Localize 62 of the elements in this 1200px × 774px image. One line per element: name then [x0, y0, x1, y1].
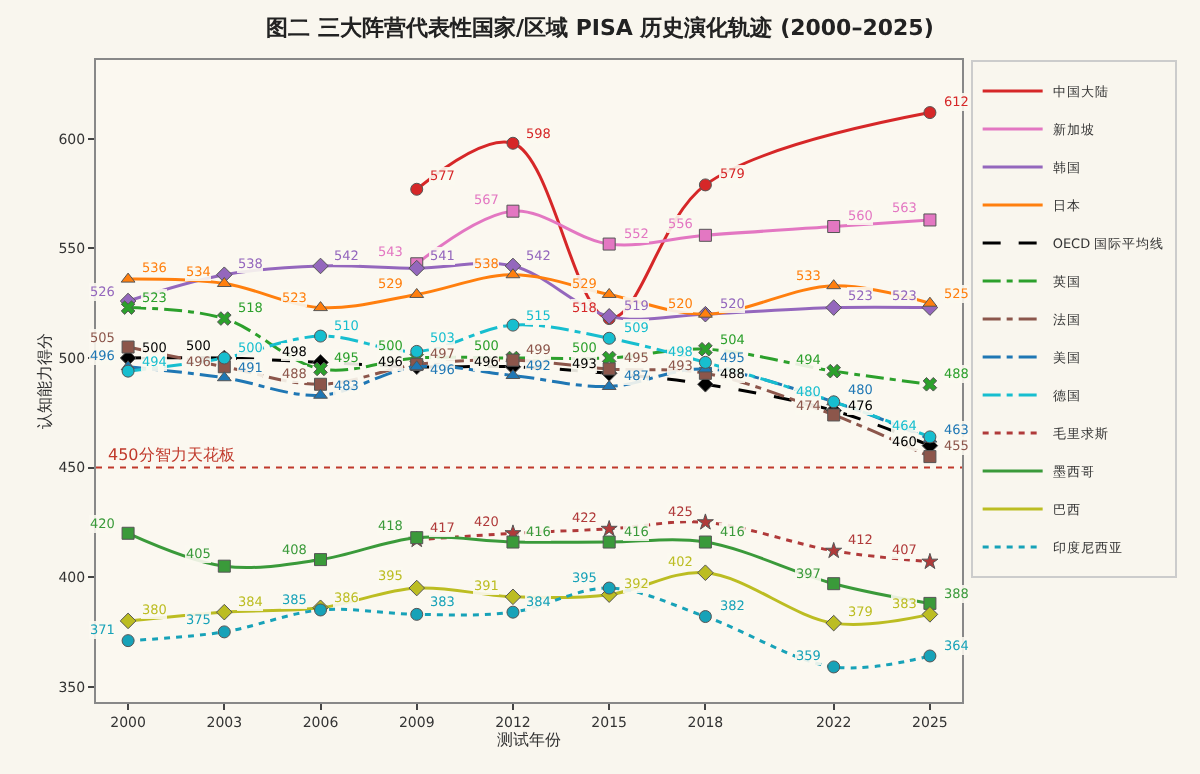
point [217, 559, 231, 573]
point [506, 204, 520, 218]
point [121, 364, 135, 378]
point [825, 614, 842, 632]
point [827, 577, 841, 591]
point [698, 535, 712, 549]
point [217, 625, 231, 639]
point [923, 213, 937, 227]
point [698, 355, 712, 369]
point [506, 318, 520, 332]
point [696, 513, 714, 530]
point [313, 301, 328, 312]
point [698, 178, 712, 192]
point [923, 649, 937, 663]
point [602, 535, 616, 549]
point [921, 552, 939, 570]
point [314, 553, 328, 567]
point [827, 220, 841, 234]
point [602, 331, 616, 345]
point [410, 607, 424, 621]
point [506, 136, 520, 150]
point [827, 660, 841, 674]
point [923, 106, 937, 120]
point [923, 450, 937, 464]
x-axis-title: 测试年份 [497, 731, 561, 749]
point [600, 520, 618, 537]
point [922, 376, 938, 392]
point [602, 237, 616, 251]
point [602, 362, 616, 376]
point [825, 299, 842, 316]
point [121, 526, 135, 540]
point [313, 388, 328, 399]
point [826, 363, 841, 379]
point [410, 182, 424, 196]
point [506, 535, 520, 549]
point [314, 377, 328, 391]
point [217, 311, 232, 326]
point [921, 606, 939, 623]
point [504, 588, 522, 606]
point [698, 228, 712, 242]
point [408, 259, 426, 277]
point [313, 361, 328, 377]
point [698, 610, 712, 624]
point [120, 300, 136, 315]
chart-title: 图二 三大阵营代表性国家/区域 PISA 历史演化轨迹 (2000–2025) [266, 14, 934, 41]
point [121, 634, 135, 648]
point [121, 340, 135, 354]
point [312, 257, 329, 275]
point [697, 564, 714, 582]
point [825, 541, 843, 559]
point [410, 344, 424, 358]
point [698, 341, 713, 357]
point [827, 408, 841, 422]
point [408, 579, 426, 597]
ref-line-label: 450分智力天花板 [108, 446, 235, 464]
point [216, 603, 233, 621]
point [923, 596, 937, 610]
point [314, 329, 328, 343]
point [506, 605, 520, 619]
y-axis-title: 认知能力得分 [35, 333, 54, 429]
point [119, 612, 137, 630]
point [602, 581, 616, 595]
